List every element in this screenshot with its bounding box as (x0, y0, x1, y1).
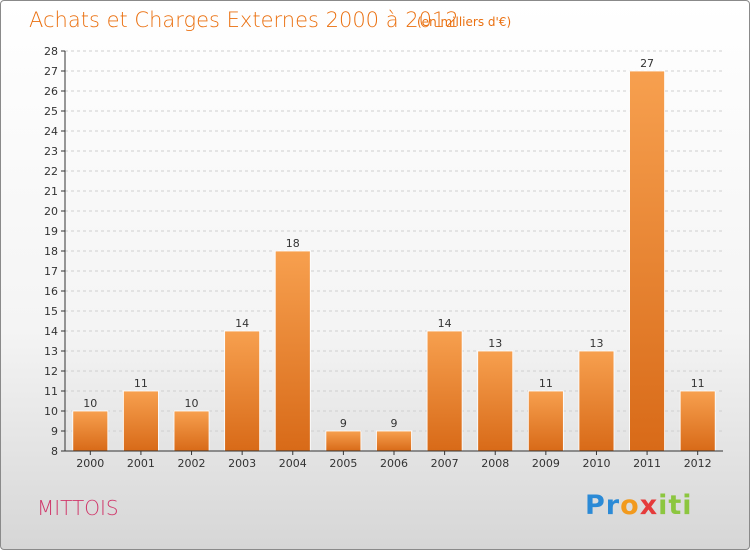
y-tick-label: 14 (44, 325, 58, 338)
bar (224, 330, 261, 452)
logo-letter: x (639, 490, 659, 521)
logo-letter: t (668, 490, 683, 521)
bar (325, 430, 362, 452)
x-tick-label: 2010 (582, 457, 610, 470)
axes (61, 50, 723, 455)
bar (376, 430, 412, 452)
x-tick-label: 2002 (178, 457, 206, 470)
bar (527, 390, 564, 452)
data-label: 11 (134, 377, 148, 390)
y-tick-label: 26 (44, 85, 58, 98)
data-label: 11 (691, 377, 705, 390)
x-tick-label: 2009 (532, 457, 560, 470)
bar-group (224, 330, 261, 452)
bar (629, 70, 665, 452)
y-tick-label: 19 (44, 225, 58, 238)
y-tick-label: 8 (51, 445, 58, 458)
y-tick-label: 25 (44, 105, 58, 118)
x-tick-label: 2003 (228, 457, 256, 470)
x-tick-label: 2012 (684, 457, 712, 470)
chart-title: Achats et Charges Externes 2000 à 2012 (29, 8, 459, 32)
x-tick-label: 2005 (329, 457, 357, 470)
data-label: 27 (640, 57, 654, 70)
bar (123, 390, 159, 452)
bar-group (173, 410, 210, 452)
x-tick-label: 2011 (633, 457, 661, 470)
bar-group (679, 390, 716, 452)
data-label: 10 (185, 397, 199, 410)
y-tick-label: 12 (44, 365, 58, 378)
bar-group (123, 390, 159, 452)
chart-unit: (en milliers d'€) (417, 15, 512, 29)
x-tick-label: 2000 (76, 457, 104, 470)
proxiti-logo: Proxiti (585, 490, 693, 521)
y-tick-label: 9 (51, 425, 58, 438)
data-label: 13 (488, 337, 502, 350)
logo-letter: i (682, 490, 693, 521)
y-tick-label: 16 (44, 285, 58, 298)
bar (477, 350, 514, 452)
bar (426, 330, 463, 452)
data-label: 14 (438, 317, 452, 330)
bar (72, 410, 109, 452)
bar (679, 390, 716, 452)
data-label: 18 (286, 237, 300, 250)
grid-lines (65, 50, 723, 452)
x-tick-label: 2008 (481, 457, 509, 470)
data-label: 14 (235, 317, 249, 330)
bar (173, 410, 210, 452)
x-tick-label: 2004 (279, 457, 307, 470)
logo-letter: i (658, 490, 669, 521)
bar-group (376, 430, 412, 452)
data-label: 11 (539, 377, 553, 390)
y-tick-label: 13 (44, 345, 58, 358)
y-tick-label: 21 (44, 185, 58, 198)
labels: 8 9 10 11 12 13 14 15 16 17 18 19 20 21 22 23 24 25 26 27 28… (44, 45, 712, 470)
y-tick-label: 11 (44, 385, 58, 398)
bar-group (426, 330, 463, 452)
data-label: 13 (589, 337, 603, 350)
y-tick-label: 15 (44, 305, 58, 318)
bar (274, 250, 311, 452)
data-label: 10 (83, 397, 97, 410)
bar-group (578, 350, 615, 452)
y-tick-label: 28 (44, 45, 58, 58)
y-tick-label: 18 (44, 245, 58, 258)
y-tick-label: 10 (44, 405, 58, 418)
bar-group (274, 250, 311, 452)
y-tick-label: 24 (44, 125, 58, 138)
data-label: 9 (340, 417, 347, 430)
logo-letter: P (585, 490, 606, 521)
y-tick-label: 22 (44, 165, 58, 178)
bar (578, 350, 615, 452)
bars (72, 70, 716, 452)
town-name: MITTOIS (37, 496, 119, 520)
y-tick-label: 20 (44, 205, 58, 218)
logo-letter: o (620, 490, 640, 521)
data-label: 9 (391, 417, 398, 430)
x-tick-label: 2001 (127, 457, 155, 470)
y-tick-label: 17 (44, 265, 58, 278)
bar-group (477, 350, 514, 452)
x-tick-label: 2006 (380, 457, 408, 470)
logo-letter: r (605, 490, 621, 521)
bar-group (72, 410, 109, 452)
y-tick-label: 27 (44, 65, 58, 78)
bar-group (629, 70, 665, 452)
y-tick-label: 23 (44, 145, 58, 158)
x-tick-label: 2007 (431, 457, 459, 470)
bar-group (325, 430, 362, 452)
bar-group (527, 390, 564, 452)
